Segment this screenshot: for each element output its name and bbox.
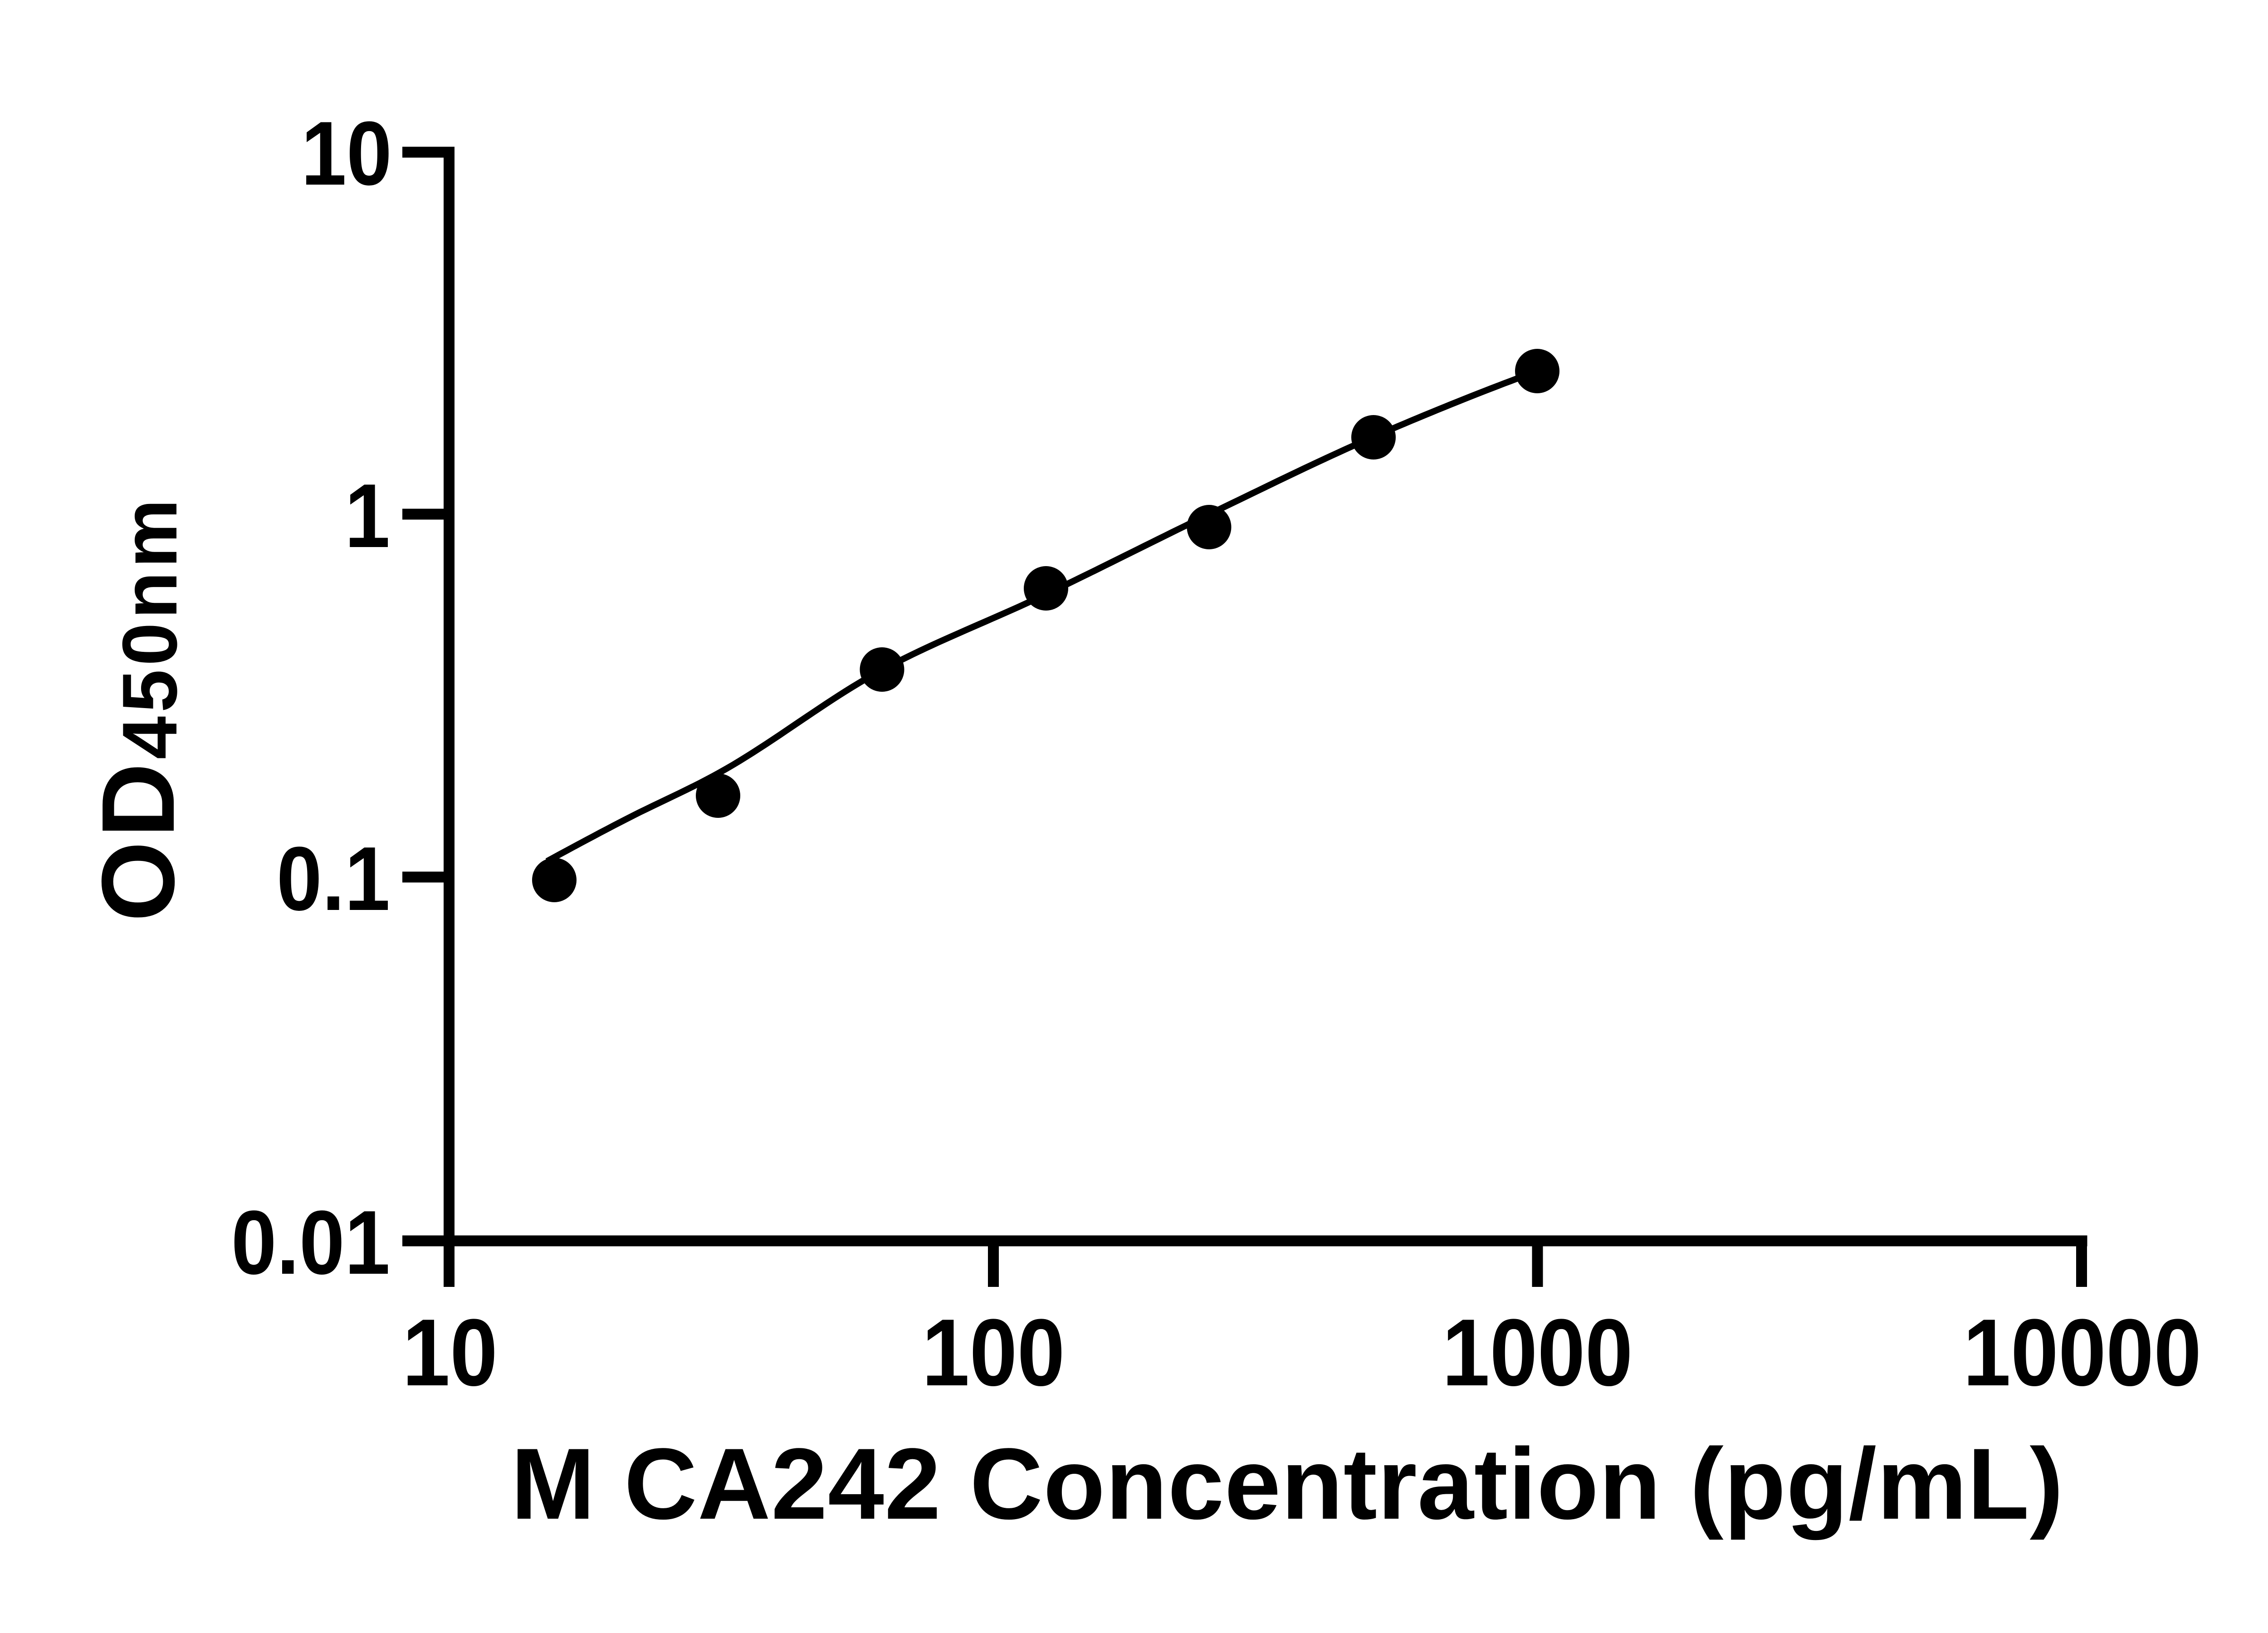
svg-text:0.1: 0.1 xyxy=(277,828,390,929)
svg-text:10: 10 xyxy=(301,103,392,204)
svg-text:OD450nm: OD450nm xyxy=(81,495,196,922)
svg-text:M CA242 Concentration (pg/mL): M CA242 Concentration (pg/mL) xyxy=(511,1428,2064,1540)
svg-text:1: 1 xyxy=(345,465,390,567)
svg-text:10000: 10000 xyxy=(1963,1300,2202,1406)
svg-text:1000: 1000 xyxy=(1442,1300,1633,1406)
svg-text:100: 100 xyxy=(922,1300,1065,1406)
svg-text:10: 10 xyxy=(402,1300,498,1406)
svg-text:0.01: 0.01 xyxy=(231,1192,390,1293)
